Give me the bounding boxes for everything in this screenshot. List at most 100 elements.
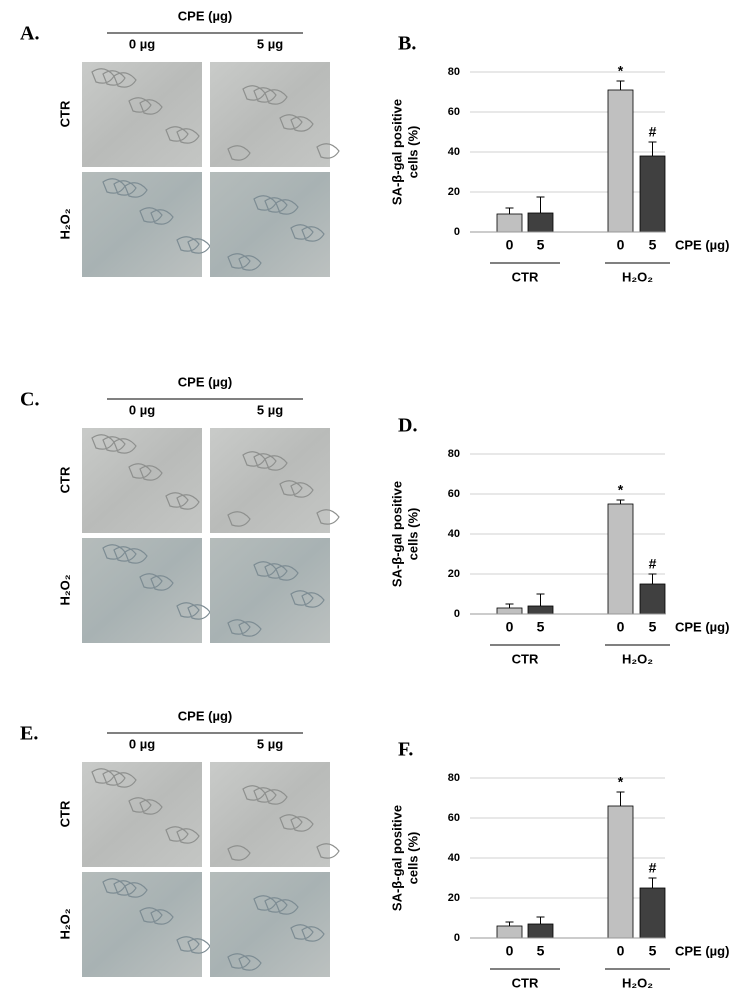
cell xyxy=(279,114,303,130)
y-tick-label: 0 xyxy=(454,226,460,238)
cell xyxy=(113,180,137,196)
cell xyxy=(264,455,288,471)
cell xyxy=(124,882,148,898)
group-label: H₂O₂ xyxy=(622,269,653,284)
micrograph xyxy=(82,172,202,277)
column-label: 0 µg xyxy=(129,36,155,51)
x-tick-label: 5 xyxy=(649,619,657,635)
x-tick-label: 5 xyxy=(537,943,545,959)
bar xyxy=(607,503,634,615)
panel-letter: E. xyxy=(20,723,38,745)
y-tick-label: 0 xyxy=(454,608,460,620)
cell xyxy=(227,619,251,635)
group-label: H₂O₂ xyxy=(622,975,653,990)
y-tick-label: 40 xyxy=(448,852,460,864)
micrograph xyxy=(82,428,202,533)
cell xyxy=(139,99,163,115)
error-bar xyxy=(505,603,514,608)
cell xyxy=(253,87,277,103)
y-tick-label: 40 xyxy=(448,146,460,158)
cell xyxy=(275,565,299,581)
x-tick-label: 0 xyxy=(617,619,625,635)
cell xyxy=(290,482,314,498)
panel-letter: C. xyxy=(20,389,39,411)
cell xyxy=(279,814,303,830)
bar xyxy=(527,605,554,615)
x-tick-label: 5 xyxy=(537,237,545,253)
annotation: * xyxy=(618,774,624,790)
group-label: CTR xyxy=(512,975,539,990)
cell xyxy=(264,897,288,913)
cell xyxy=(124,548,148,564)
cell xyxy=(301,226,325,242)
error-bar xyxy=(648,141,657,156)
panel-letter: A. xyxy=(20,23,39,45)
cell xyxy=(187,938,211,954)
y-axis-label: SA-β-gal positive xyxy=(389,99,404,205)
cell xyxy=(139,799,163,815)
cell xyxy=(227,253,251,269)
error-bar xyxy=(616,80,625,90)
x-tick-label: 0 xyxy=(506,619,514,635)
cell xyxy=(316,143,340,159)
bar xyxy=(639,155,666,233)
cell xyxy=(176,602,200,618)
x-tick-label: 0 xyxy=(506,943,514,959)
panel-letter: F. xyxy=(398,739,413,761)
cell xyxy=(290,816,314,832)
bar xyxy=(527,212,554,233)
panel-header: CPE (µg) xyxy=(178,8,232,23)
cell xyxy=(187,604,211,620)
cell xyxy=(227,845,251,861)
cell xyxy=(253,453,277,469)
cell xyxy=(113,72,137,88)
cell xyxy=(301,592,325,608)
x-tick-label: 0 xyxy=(617,237,625,253)
bar xyxy=(496,213,523,233)
y-tick-label: 20 xyxy=(448,892,460,904)
y-tick-label: 60 xyxy=(448,488,460,500)
cell xyxy=(150,209,174,225)
x-tick-label: 5 xyxy=(537,619,545,635)
cell xyxy=(227,511,251,527)
error-bar xyxy=(536,593,545,606)
error-bar xyxy=(648,573,657,584)
cell xyxy=(113,772,137,788)
micrograph xyxy=(82,872,202,977)
y-tick-label: 80 xyxy=(448,772,460,784)
cell xyxy=(264,197,288,213)
cell xyxy=(176,128,200,144)
y-tick-label: 60 xyxy=(448,106,460,118)
cell xyxy=(139,207,163,223)
column-label: 0 µg xyxy=(129,736,155,751)
cell xyxy=(102,436,126,452)
cell xyxy=(165,126,189,142)
micrograph xyxy=(210,872,330,977)
cell xyxy=(139,907,163,923)
bar xyxy=(639,887,666,939)
panel-header: CPE (µg) xyxy=(178,374,232,389)
annotation: # xyxy=(649,556,657,572)
y-tick-label: 20 xyxy=(448,568,460,580)
y-tick-label: 80 xyxy=(448,66,460,78)
annotation: * xyxy=(618,63,624,79)
cell xyxy=(176,936,200,952)
cell xyxy=(238,621,262,637)
x-tick-label: 0 xyxy=(506,237,514,253)
error-bar xyxy=(536,196,545,213)
x-axis-label: CPE (µg) xyxy=(675,237,729,252)
cell xyxy=(279,480,303,496)
micrograph xyxy=(210,538,330,643)
group-label: CTR xyxy=(512,651,539,666)
error-bar xyxy=(505,207,514,214)
annotation: * xyxy=(618,482,624,498)
cell xyxy=(128,97,152,113)
panel-letter: D. xyxy=(398,415,417,437)
annotation: # xyxy=(649,860,657,876)
cell xyxy=(253,787,277,803)
annotation: # xyxy=(649,124,657,140)
cell xyxy=(187,238,211,254)
cell xyxy=(227,145,251,161)
group-label: CTR xyxy=(512,269,539,284)
cell xyxy=(316,843,340,859)
